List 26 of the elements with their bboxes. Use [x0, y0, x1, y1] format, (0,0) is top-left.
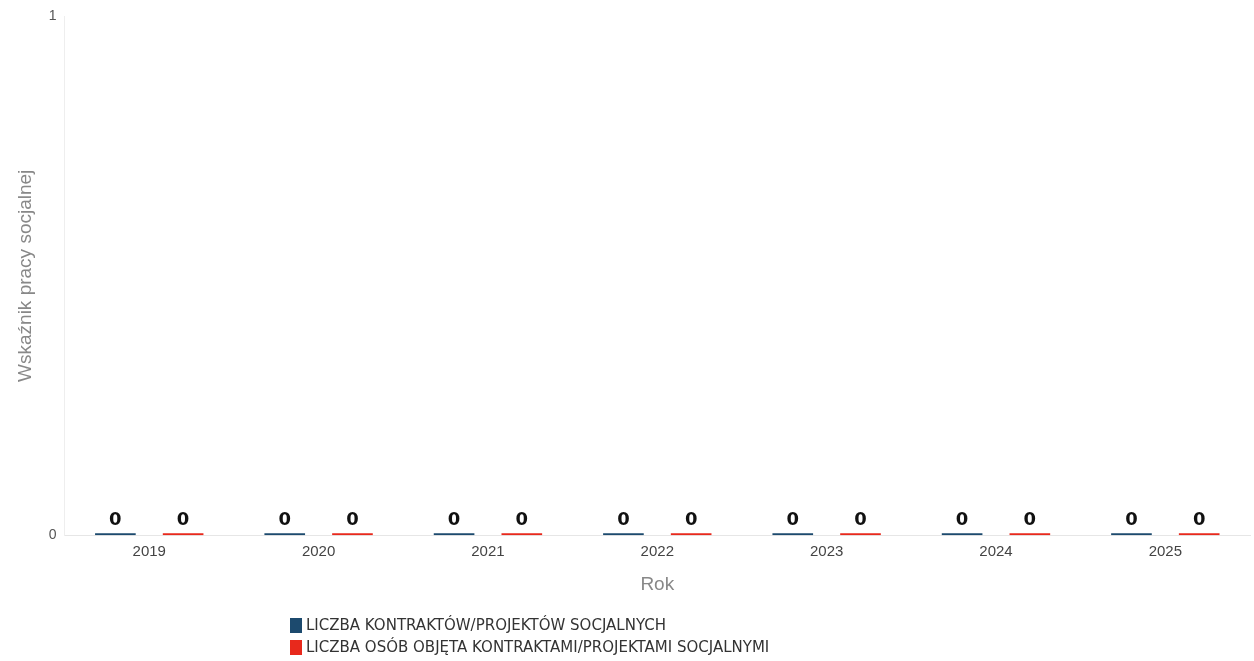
- x-axis-title: Rok: [640, 572, 675, 594]
- data-label: 0: [684, 507, 698, 529]
- x-tick-label: 2019: [132, 542, 166, 560]
- data-label: 0: [617, 507, 630, 529]
- x-tick-label: 2024: [979, 542, 1013, 560]
- data-label: 0: [955, 507, 969, 529]
- data-label: 0: [1023, 507, 1037, 529]
- data-label: 0: [1192, 507, 1206, 529]
- y-axis-title: Wskaźnik pracy socjalnej: [13, 169, 35, 382]
- data-label: 0: [515, 507, 529, 529]
- legend-label: LICZBA OSÓB OBJĘTA KONTRAKTAMI/PROJEKTAMI SOCJALNYMI: [306, 636, 770, 658]
- data-label: 0: [176, 507, 190, 529]
- data-label: 0: [109, 507, 122, 529]
- x-tick-label: 2023: [809, 542, 844, 560]
- y-tick-label: 1: [48, 7, 57, 24]
- legend-label: LICZBA KONTRAKTÓW/PROJEKTÓW SOCJALNYCH: [306, 614, 666, 636]
- x-tick-label: 2025: [1148, 542, 1183, 560]
- data-label: 0: [278, 507, 291, 529]
- data-label: 0: [786, 507, 800, 529]
- x-tick-label: 2020: [301, 542, 336, 560]
- data-label: 0: [447, 507, 461, 529]
- x-tick-label: 2022: [640, 542, 674, 560]
- data-label: 0: [1125, 507, 1138, 529]
- data-label: 0: [854, 507, 867, 529]
- data-label: 0: [346, 507, 359, 529]
- x-tick-label: 2021: [471, 542, 505, 560]
